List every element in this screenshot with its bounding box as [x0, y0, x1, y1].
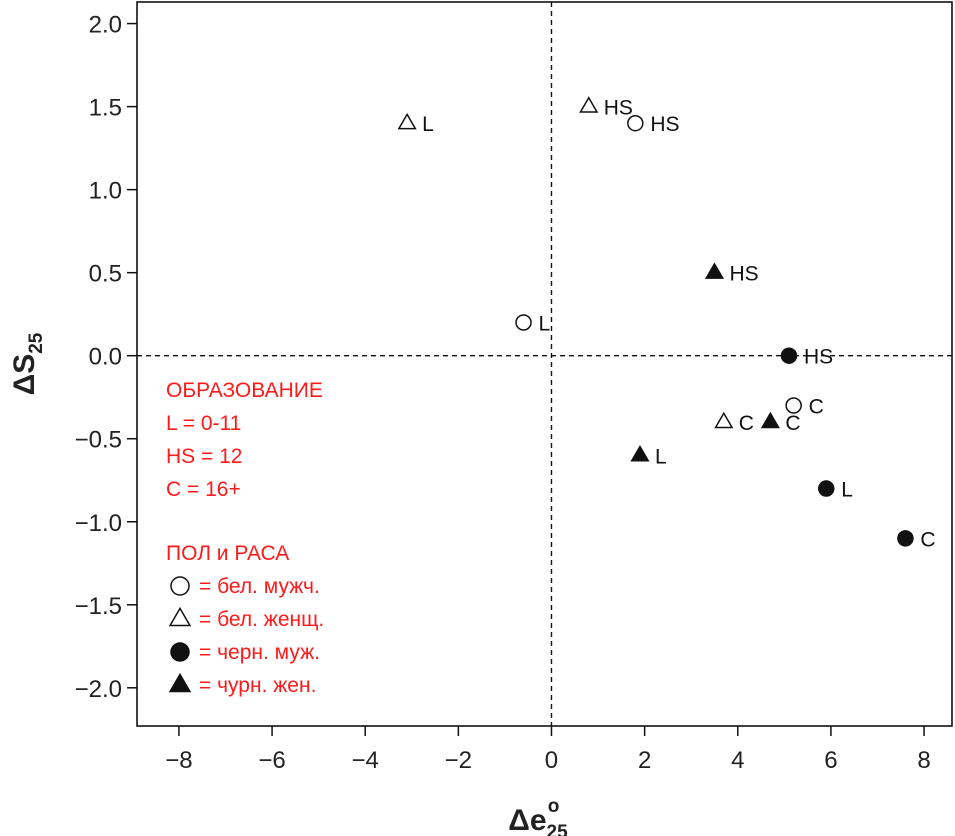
y-tick-label: 2.0: [89, 12, 122, 39]
y-tick-label: −0.5: [75, 427, 122, 454]
x-tick-label: 8: [917, 747, 930, 774]
legend-education-item: L = 0-11: [166, 412, 241, 435]
legend-marker-white-male: [170, 576, 190, 596]
y-tick-label: 0.0: [89, 344, 122, 371]
point-marker-white-male: [627, 114, 644, 132]
point-label: HS: [604, 97, 633, 120]
legend: ОБРАЗОВАНИЕ L = 0-11 HS = 12 C = 16+ ПОЛ и Р…: [166, 379, 324, 697]
x-axis-title-subscript: 25: [547, 822, 569, 836]
x-tick-label: −2: [445, 747, 472, 774]
x-tick-label: −8: [165, 747, 192, 774]
point-marker-black-male: [897, 530, 914, 547]
legend-education-title: ОБРАЗОВАНИЕ: [166, 379, 323, 402]
x-tick-label: 6: [824, 747, 837, 774]
legend-education-item: HS = 12: [166, 445, 242, 468]
x-tick-label: 2: [638, 747, 651, 774]
y-axis-title-subscript: 25: [26, 332, 47, 354]
legend-group-item: = чурн. жен.: [199, 674, 316, 697]
point-marker-white-female: [714, 411, 734, 429]
x-axis-title-base: Δe: [508, 804, 546, 836]
y-tick-label: −1.0: [75, 510, 122, 537]
plot-frame: [136, 1, 953, 727]
legend-group-item: = черн. муж.: [199, 641, 320, 664]
x-tick-label: 4: [731, 747, 744, 774]
point-marker-white-female: [579, 96, 599, 113]
point-label: C: [785, 412, 800, 435]
point-marker-white-female: [397, 112, 417, 130]
legend-group-item: = бел. женщ.: [199, 608, 324, 631]
x-axis-title-superscript: o: [548, 796, 560, 817]
x-tick-label: −4: [352, 747, 379, 774]
point-label: L: [841, 479, 853, 502]
point-marker-white-male: [785, 397, 802, 414]
point-label: C: [920, 528, 935, 551]
axes: −8 −6 −4 −2 0 2 4 6 8 2.0 1.5 1.0 0.5 0.0 −0.5 −1.0 −1.5…: [75, 12, 931, 774]
reference-lines: [137, 2, 952, 726]
legend-group-item: = бел. мужч.: [199, 575, 320, 598]
point-label: L: [655, 445, 667, 468]
x-tick-label: 0: [545, 747, 558, 774]
point-marker-black-female: [704, 262, 725, 279]
x-axis-title: Δe25 o: [508, 796, 568, 836]
y-tick-label: −1.5: [75, 593, 122, 620]
y-tick-label: 1.0: [89, 178, 122, 205]
point-marker-black-male: [780, 347, 798, 364]
point-label: HS: [729, 263, 758, 286]
legend-marker-black-female: [168, 672, 192, 693]
point-label: L: [539, 312, 551, 335]
point-label: HS: [650, 113, 679, 136]
point-label: HS: [804, 346, 833, 369]
point-marker-white-male: [515, 314, 532, 331]
legend-marker-black-male: [170, 642, 190, 662]
legend-education-item: C = 16+: [166, 478, 241, 501]
point-marker-black-male: [818, 480, 835, 497]
y-axis-title-base: ΔS: [8, 354, 41, 396]
point-marker-black-female: [630, 445, 650, 462]
point-marker-black-female: [760, 411, 780, 429]
point-label: C: [809, 396, 824, 419]
y-tick-label: 0.5: [89, 261, 122, 288]
x-tick-label: −6: [258, 747, 285, 774]
y-tick-label: −2.0: [75, 676, 122, 703]
point-label: L: [422, 113, 434, 136]
legend-group-title: ПОЛ и РАСА: [166, 542, 289, 565]
point-label: C: [739, 412, 754, 435]
y-axis-title: ΔS25: [8, 332, 47, 395]
y-tick-label: 1.5: [89, 95, 122, 122]
legend-marker-white-female: [168, 606, 192, 627]
